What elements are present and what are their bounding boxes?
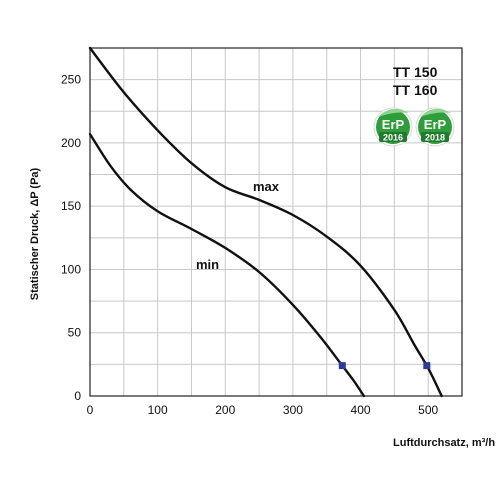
grid: [89, 47, 463, 397]
x-tick-labels: 0 100 200 300 400 500: [87, 403, 439, 417]
x-axis-title: Luftdurchsatz, m³/h: [393, 437, 495, 449]
badge-erp-text: ErP: [382, 117, 405, 132]
y-tick-label: 200: [61, 136, 81, 150]
badge-year-text: 2016: [383, 133, 403, 143]
badge-year-band: [421, 132, 449, 142]
x-tick-label: 200: [215, 403, 235, 417]
y-tick-label: 150: [61, 199, 81, 213]
badge-leaf: [378, 108, 409, 117]
series-line-min: [88, 132, 366, 398]
y-axis-title: Statischer Druck, ΔP (Pa): [29, 167, 41, 300]
x-tick-label: 100: [148, 403, 168, 417]
y-tick-label: 250: [61, 73, 81, 87]
operating-point-markers: [338, 362, 431, 370]
model-label-tt150: TT 150: [393, 64, 438, 80]
series-label-min: min: [196, 257, 219, 272]
series-line-max: [88, 46, 443, 398]
x-tick-label: 0: [87, 403, 94, 417]
x-tick-label: 400: [351, 403, 371, 417]
badge-year-text: 2018: [425, 133, 445, 143]
model-label-tt160: TT 160: [393, 82, 438, 98]
series-label-max: max: [253, 179, 280, 194]
badge-leaf: [420, 108, 451, 117]
operating-point-marker-max: [423, 362, 431, 370]
x-tick-label: 300: [283, 403, 303, 417]
y-tick-label: 50: [68, 326, 82, 340]
series-lines: [88, 46, 443, 398]
y-tick-label: 0: [74, 389, 81, 403]
badge-erp-text: ErP: [424, 117, 447, 132]
x-tick-label: 500: [418, 403, 438, 417]
y-tick-label: 100: [61, 262, 81, 276]
plot-frame: [89, 47, 463, 397]
y-tick-labels: 0 50 100 150 200 250: [61, 73, 81, 403]
operating-point-marker-min: [338, 362, 346, 370]
badge-year-band: [379, 132, 407, 142]
